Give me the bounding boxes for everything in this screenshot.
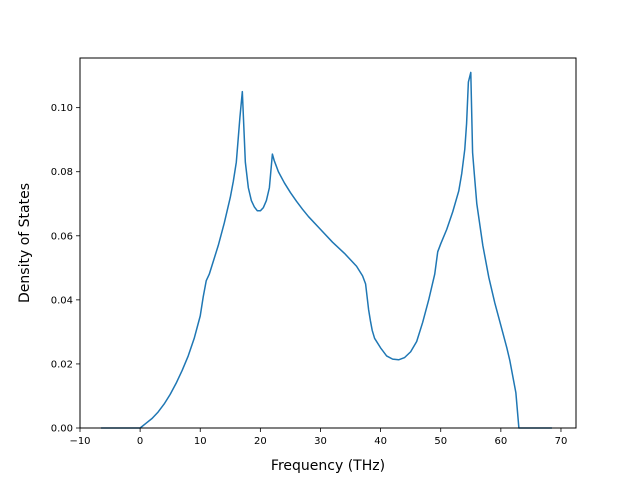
plot-area	[101, 71, 552, 429]
x-tick-label: −10	[69, 436, 90, 447]
x-tick-label: 30	[314, 436, 327, 447]
y-axis-label: Density of States	[17, 183, 33, 303]
y-tick-label: 0.08	[51, 167, 73, 178]
x-tick-label: 0	[137, 436, 143, 447]
dos-series-line	[101, 71, 552, 429]
y-tick-label: 0.04	[51, 295, 73, 306]
x-axis-label: Frequency (THz)	[271, 458, 385, 474]
axes-frame	[79, 57, 577, 429]
x-tick-label: 50	[434, 436, 447, 447]
x-tick-label: 20	[254, 436, 267, 447]
y-tick-label: 0.06	[51, 231, 73, 242]
y-axis-ticks: 0.00 0.02 0.04 0.06 0.08 0.10	[51, 103, 80, 435]
y-tick-label: 0.10	[51, 103, 73, 114]
x-tick-label: 10	[194, 436, 207, 447]
y-tick-label: 0.02	[51, 359, 73, 370]
x-tick-label: 60	[494, 436, 507, 447]
x-tick-label: 40	[374, 436, 387, 447]
y-tick-label: 0.00	[51, 424, 73, 435]
x-tick-label: 70	[555, 436, 568, 447]
x-axis-ticks: −10 0 10 20 30 40 50 60 70	[69, 428, 567, 447]
